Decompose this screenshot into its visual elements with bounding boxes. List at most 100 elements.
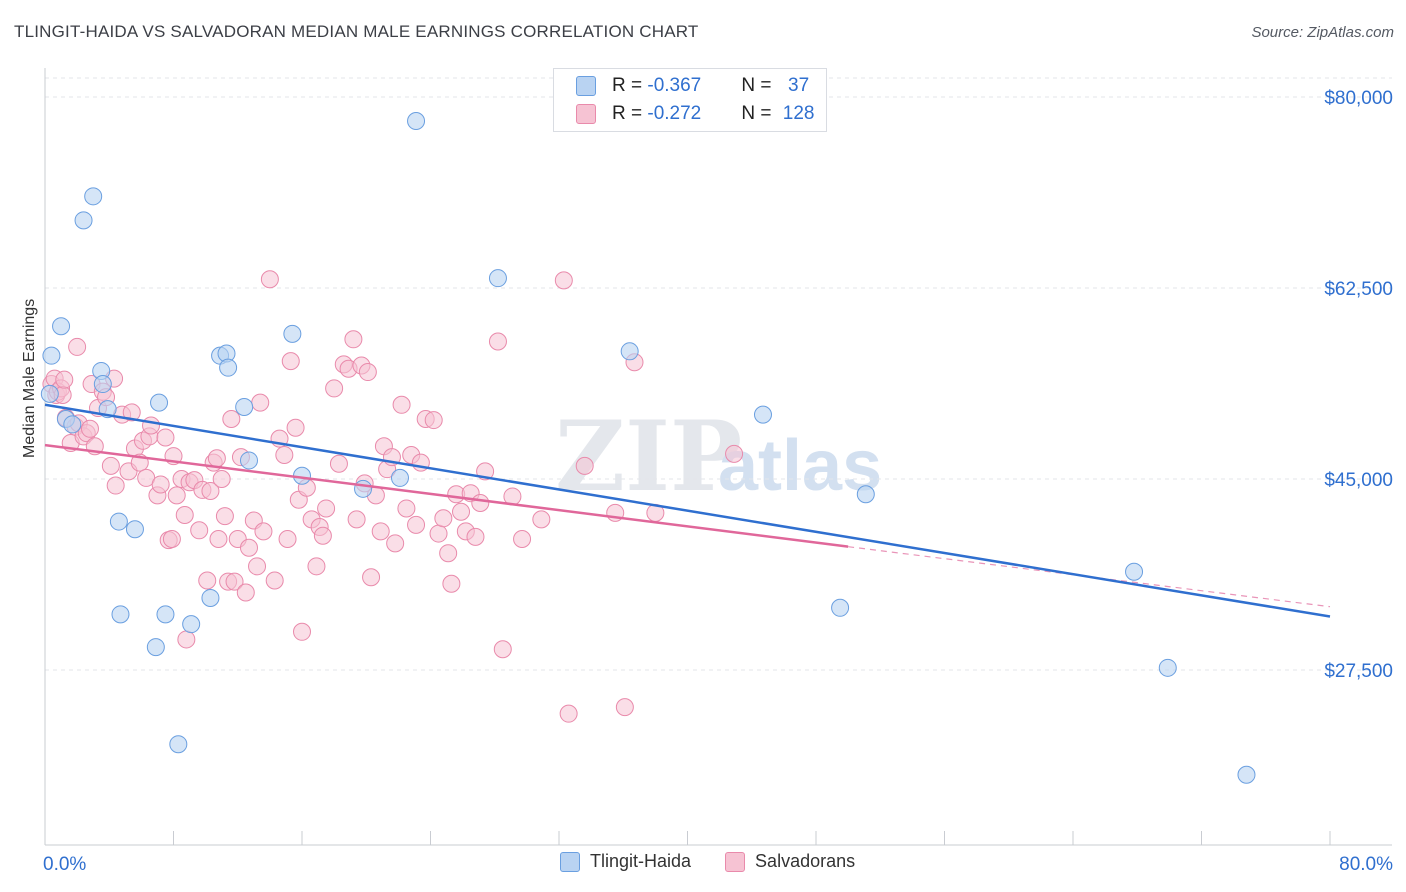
salvadoran-point xyxy=(151,475,170,494)
salvadoran-point xyxy=(225,572,244,591)
salvadoran-point xyxy=(397,499,416,518)
n-label: N = xyxy=(741,75,777,96)
salvadoran-point xyxy=(386,534,405,553)
salvadoran-point xyxy=(251,393,270,412)
n-value: 128 xyxy=(782,103,815,124)
salvadoran-point xyxy=(198,571,217,590)
salvadoran-point xyxy=(286,418,305,437)
salvadoran-point xyxy=(281,352,300,371)
legend-label: Salvadorans xyxy=(755,851,856,871)
x-tick-label-min: 0.0% xyxy=(43,854,86,875)
salvadoran-point xyxy=(122,403,141,422)
r-label: R = xyxy=(612,75,648,96)
salvadoran-point xyxy=(313,526,332,545)
tlingit-point xyxy=(156,605,175,624)
tlingit-point xyxy=(146,638,165,657)
salvadoran-point xyxy=(68,337,87,356)
r-value: -0.272 xyxy=(647,103,702,124)
salvadoran-point xyxy=(407,515,426,534)
salvadoran-point xyxy=(325,379,344,398)
salvadoran-point xyxy=(513,530,532,549)
salvadoran-point xyxy=(248,557,267,576)
r-label: R = xyxy=(612,103,648,124)
n-value: 37 xyxy=(782,75,810,96)
tlingit-point xyxy=(93,375,112,394)
salvadoran-point xyxy=(209,530,228,549)
y-tick-label: $45,000 xyxy=(1324,470,1393,491)
salvadoran-point xyxy=(392,395,411,414)
legend-label: Tlingit-Haida xyxy=(590,851,692,871)
salvadoran-point xyxy=(329,454,348,473)
salvadoran-point xyxy=(260,270,279,289)
salvadoran-point xyxy=(362,568,381,587)
salvadoran-point xyxy=(215,507,234,526)
salvadoran-point xyxy=(466,527,485,546)
salvadoran-point xyxy=(317,499,336,518)
salvadoran-point xyxy=(201,482,220,501)
salvadoran-point xyxy=(532,510,551,529)
salvadoran-point xyxy=(293,622,311,641)
tlingit-point xyxy=(753,405,772,424)
tlingit-point xyxy=(354,479,373,498)
salvadoran-point xyxy=(559,704,578,723)
stats-row-tlingit: R = -0.367 N = 37 xyxy=(576,73,809,99)
y-tick-label: $80,000 xyxy=(1324,88,1393,109)
tlingit-point xyxy=(1125,562,1144,581)
salvadoran-point xyxy=(358,363,377,382)
tlingit-point xyxy=(63,415,82,434)
salvadoran-point xyxy=(265,571,284,590)
tlingit-point xyxy=(390,468,409,487)
salvadoran-point xyxy=(167,486,186,505)
salvadoran-trend-line xyxy=(44,443,849,548)
salvadoran-point xyxy=(236,583,255,602)
watermark-zip: ZIP xyxy=(555,400,742,513)
salvadoran-point xyxy=(142,416,161,435)
tlingit-legend-swatch xyxy=(560,851,580,872)
salvadoran-point xyxy=(80,419,99,438)
tlingit-point xyxy=(239,451,258,470)
salvadoran-point xyxy=(254,522,273,541)
tlingit-point xyxy=(109,512,128,531)
salvadoran-point xyxy=(554,271,573,290)
salvadoran-point xyxy=(307,557,326,576)
salvadoran-point xyxy=(55,370,74,389)
tlingit-point xyxy=(40,384,59,403)
salvadoran-legend-swatch xyxy=(725,851,746,872)
salvadoran-point xyxy=(725,444,744,463)
tlingit-point xyxy=(125,520,144,539)
tlingit-point xyxy=(169,735,188,754)
tlingit-point xyxy=(42,346,61,365)
tlingit-point xyxy=(182,615,201,634)
tlingit-point xyxy=(74,211,93,230)
chart-title: TLINGIT-HAIDA VS SALVADORAN MEDIAN MALE … xyxy=(14,22,699,41)
salvadoran-point xyxy=(575,456,594,475)
tlingit-point xyxy=(1158,658,1177,677)
tlingit-point xyxy=(856,485,875,504)
series-legend: Tlingit-Haida Salvadorans xyxy=(560,851,889,872)
salvadoran-point xyxy=(239,538,258,557)
tlingit-point xyxy=(219,358,238,377)
watermark-atlas: atlas xyxy=(718,426,882,506)
legend-item-tlingit[interactable]: Tlingit-Haida xyxy=(560,851,691,872)
salvadoran-point xyxy=(175,506,194,525)
legend-item-salvadoran[interactable]: Salvadorans xyxy=(725,851,855,872)
salvadoran-point xyxy=(207,449,226,468)
salvadoran-point xyxy=(212,470,231,488)
tlingit-point xyxy=(831,598,850,617)
salvadoran-point xyxy=(101,456,120,475)
n-label: N = xyxy=(741,103,777,124)
y-tick-label: $62,500 xyxy=(1324,279,1393,300)
salvadoran-point xyxy=(371,522,390,541)
salvadoran-point xyxy=(429,524,448,543)
salvadoran-point xyxy=(493,640,512,659)
salvadoran-point xyxy=(177,630,196,649)
tlingit-point xyxy=(84,187,103,206)
tlingit-point xyxy=(1237,765,1256,784)
tlingit-point xyxy=(111,605,130,624)
salvadoran-point xyxy=(434,509,453,528)
tlingit-point xyxy=(235,397,254,416)
salvadoran-swatch xyxy=(576,104,596,124)
tlingit-point xyxy=(283,324,302,343)
salvadoran-point xyxy=(471,494,490,513)
